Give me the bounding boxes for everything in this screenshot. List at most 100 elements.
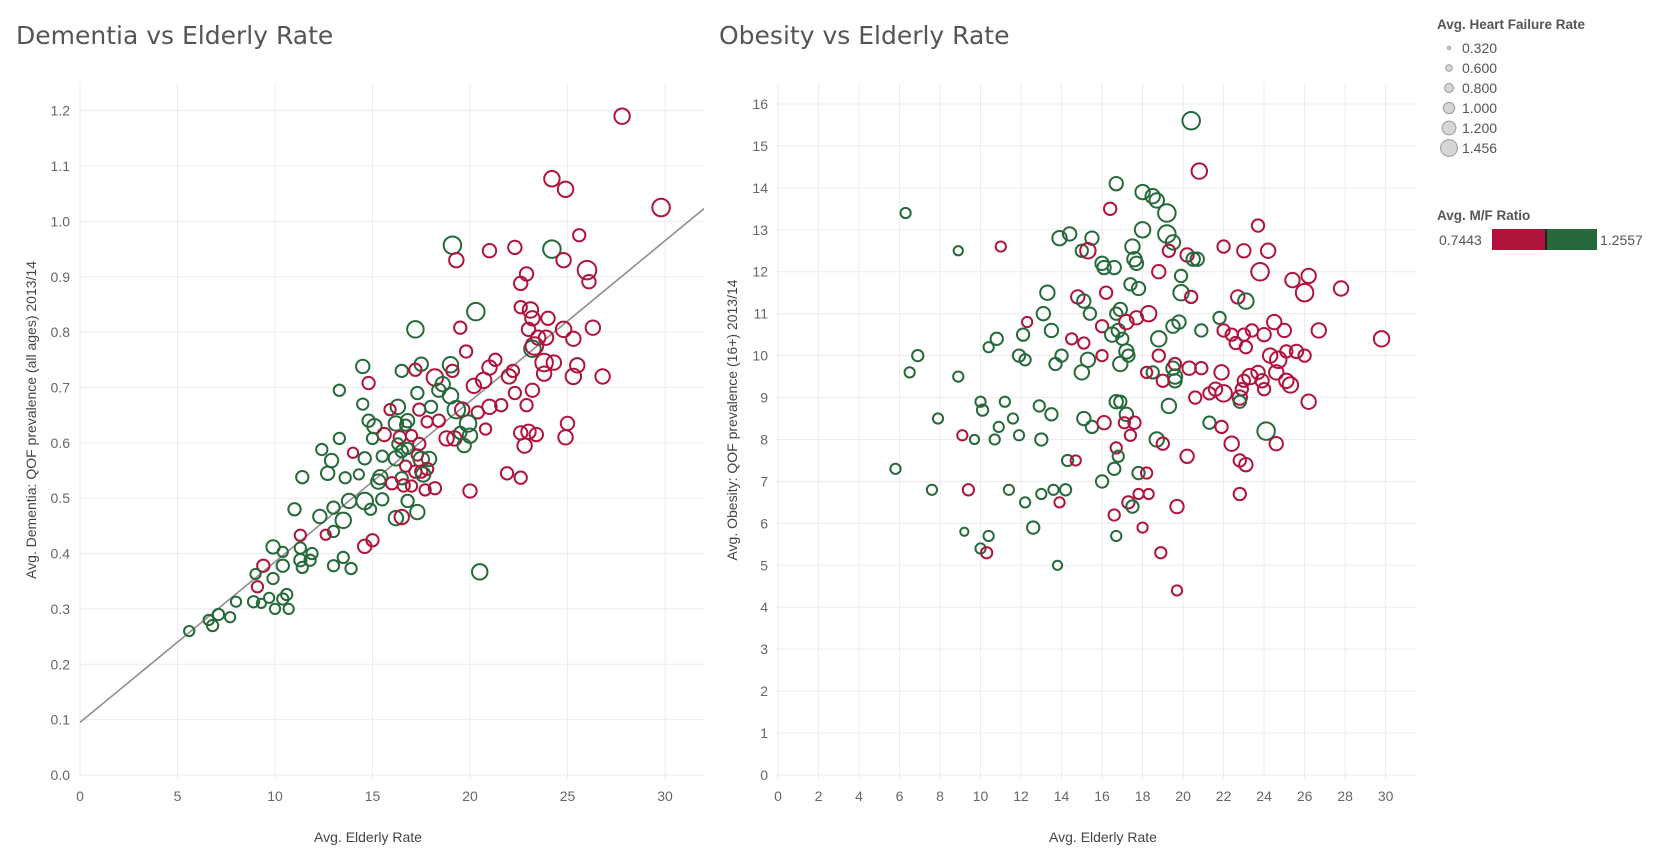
- data-point: [1096, 259, 1112, 276]
- data-point: [1139, 365, 1154, 380]
- data-point: [1060, 453, 1075, 468]
- data-point: [1234, 381, 1249, 397]
- data-point: [357, 451, 372, 466]
- x-tick-label: 12: [1013, 788, 1029, 804]
- x-tick-label: 22: [1216, 788, 1232, 804]
- data-point: [481, 243, 498, 259]
- y-tick-label: 0.3: [51, 601, 71, 617]
- y-tick-label: 0.5: [51, 490, 71, 506]
- data-point: [383, 402, 397, 417]
- data-point: [1079, 242, 1097, 260]
- data-point: [344, 561, 358, 576]
- data-point: [572, 228, 587, 243]
- data-point: [305, 546, 319, 561]
- data-point: [293, 553, 308, 568]
- data-point: [1118, 406, 1135, 423]
- data-point: [543, 170, 561, 188]
- y-tick-label: 0.0: [51, 767, 71, 783]
- data-point: [442, 235, 463, 255]
- data-point: [545, 354, 563, 371]
- size-legend-title: Avg. Heart Failure Rate: [1437, 17, 1586, 32]
- data-point: [338, 471, 352, 485]
- data-point: [1155, 436, 1170, 451]
- data-point: [961, 483, 976, 497]
- y-tick-label: 1.2: [51, 103, 71, 119]
- data-point: [1170, 584, 1184, 597]
- y-tick-label: 3: [760, 641, 768, 657]
- data-point: [1018, 353, 1032, 367]
- data-point: [1112, 355, 1129, 373]
- data-point: [471, 563, 489, 581]
- data-point: [1269, 350, 1288, 370]
- data-point: [584, 319, 602, 336]
- y-tick-label: 16: [752, 96, 768, 112]
- data-point: [427, 481, 443, 496]
- data-point: [326, 500, 341, 515]
- data-point: [1121, 348, 1136, 363]
- data-point: [1117, 416, 1131, 430]
- data-point: [1113, 394, 1128, 409]
- data-point: [1194, 361, 1209, 376]
- data-point: [528, 426, 544, 443]
- data-point: [989, 331, 1004, 346]
- y-tick-label: 10: [752, 348, 768, 364]
- data-point: [361, 413, 376, 428]
- data-point: [384, 476, 400, 491]
- data-point: [266, 571, 280, 586]
- data-point: [332, 431, 346, 446]
- data-point: [446, 399, 467, 420]
- y-tick-label: 0.2: [51, 656, 71, 672]
- data-point: [1250, 261, 1270, 282]
- data-point: [1006, 412, 1020, 425]
- data-point: [959, 526, 970, 537]
- data-point: [1372, 330, 1391, 348]
- data-point: [394, 363, 409, 379]
- x-tick-label: 4: [855, 788, 863, 804]
- data-point: [462, 483, 478, 499]
- data-point: [418, 483, 432, 497]
- data-point: [1254, 373, 1270, 389]
- data-point: [974, 395, 987, 408]
- data-point: [1077, 336, 1091, 350]
- y-tick-label: 1: [760, 725, 768, 741]
- data-point: [1053, 496, 1066, 509]
- color-ramp-high: [1546, 229, 1597, 250]
- data-point: [465, 377, 483, 395]
- data-point: [293, 528, 307, 542]
- data-point: [375, 449, 389, 463]
- data-point: [423, 399, 439, 415]
- data-point: [1223, 435, 1240, 452]
- data-point: [1015, 327, 1031, 342]
- y-tick-label: 12: [752, 264, 768, 280]
- data-point: [1108, 175, 1124, 192]
- size-legend-label: 0.320: [1462, 40, 1497, 56]
- data-point: [1171, 314, 1187, 330]
- x-tick-label: 10: [267, 788, 283, 804]
- data-point: [899, 206, 912, 220]
- data-point: [1107, 461, 1122, 477]
- dementia-x-axis-title: Avg. Elderly Rate: [314, 829, 422, 845]
- data-point: [554, 320, 573, 339]
- data-point: [352, 468, 365, 481]
- data-point: [1094, 474, 1110, 489]
- data-point: [1150, 330, 1168, 348]
- data-point: [1281, 376, 1300, 394]
- y-tick-label: 7: [760, 473, 768, 489]
- data-point: [287, 502, 302, 517]
- data-point: [1128, 255, 1145, 272]
- data-point: [481, 398, 498, 416]
- data-point: [376, 426, 392, 443]
- data-point: [992, 420, 1005, 434]
- x-tick-label: 16: [1094, 788, 1110, 804]
- size-legend: Avg. Heart Failure Rate 0.320 0.600 0.800 1…: [1437, 17, 1586, 157]
- data-point: [1124, 238, 1141, 255]
- data-point: [448, 251, 465, 269]
- data-point: [1185, 251, 1201, 267]
- data-point: [406, 320, 425, 339]
- x-tick-label: 24: [1256, 788, 1272, 804]
- data-point: [1169, 498, 1185, 515]
- data-point: [256, 558, 271, 573]
- data-point: [1216, 323, 1231, 338]
- data-point: [319, 528, 332, 541]
